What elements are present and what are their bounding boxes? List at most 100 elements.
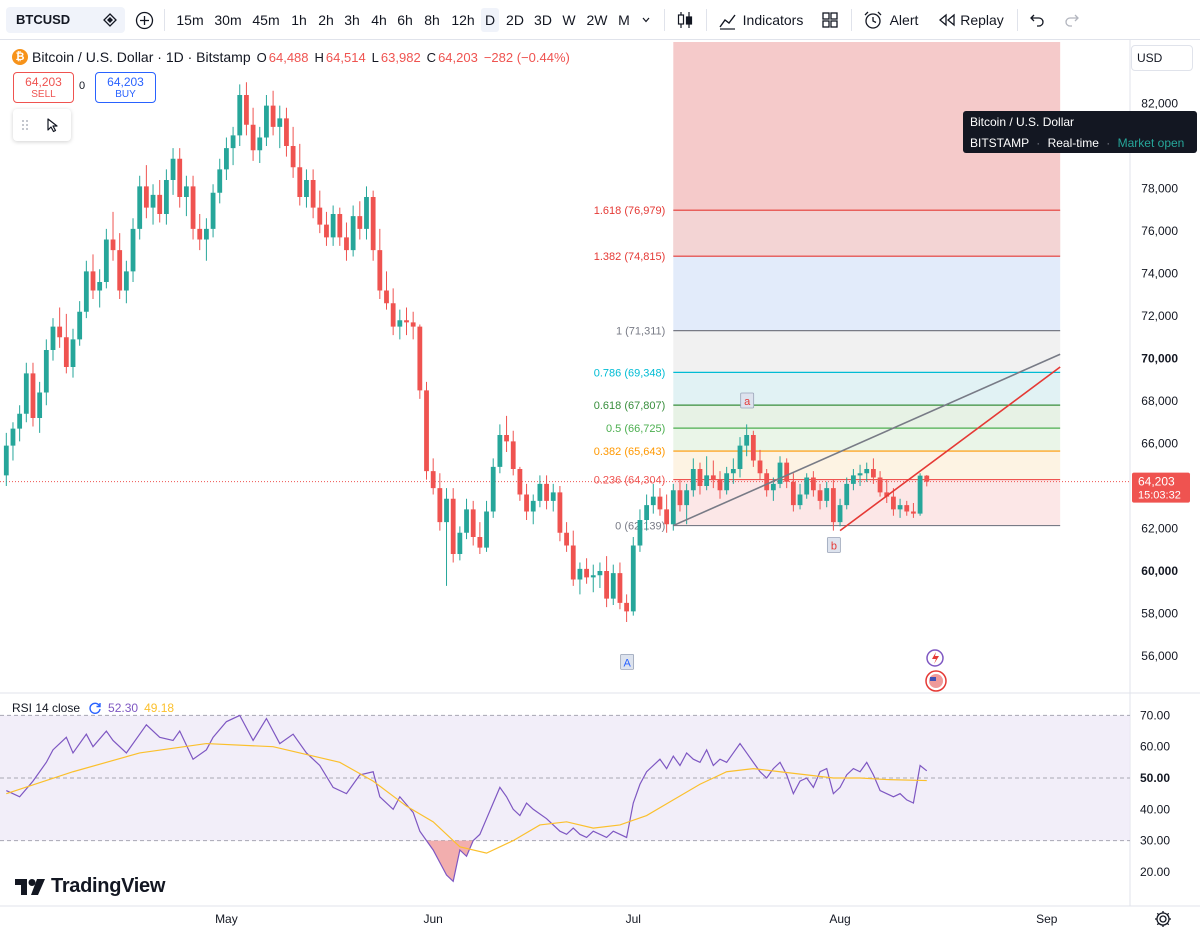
price-axis-label: 70,000	[1141, 352, 1178, 366]
price-axis-label: 66,000	[1141, 437, 1178, 451]
timeframe-8h[interactable]: 8h	[424, 12, 440, 28]
candle	[190, 186, 196, 229]
time-axis-label: Sep	[1036, 912, 1058, 926]
buy-button[interactable]: 64,203 BUY	[95, 72, 156, 103]
timeframe-3d[interactable]: 3D	[534, 12, 552, 28]
compare-diamond-icon[interactable]	[102, 12, 118, 28]
candle	[657, 496, 663, 510]
replay-button[interactable]: Replay	[960, 12, 1004, 28]
candle	[204, 228, 209, 240]
candle	[170, 158, 176, 180]
fib-zone	[673, 256, 1061, 331]
candle	[510, 441, 516, 469]
candle	[337, 214, 343, 238]
chevron-down-icon[interactable]	[641, 15, 651, 25]
buy-price: 64,203	[107, 75, 144, 89]
candle	[110, 239, 116, 251]
high-label: H	[314, 49, 324, 65]
candle	[83, 271, 89, 312]
timeframe-2h[interactable]: 2h	[318, 12, 334, 28]
candle	[237, 95, 243, 136]
candle	[130, 228, 136, 272]
candle	[730, 469, 736, 474]
timeframe-2d[interactable]: 2D	[506, 12, 524, 28]
rsi-axis-label: 20.00	[1140, 865, 1170, 879]
tradingview-logo[interactable]: TradingView	[15, 875, 165, 898]
time-axis-label: Jul	[626, 912, 641, 926]
undo-icon[interactable]	[1029, 12, 1045, 28]
indicators-button[interactable]: Indicators	[742, 12, 804, 28]
candle	[564, 532, 569, 546]
timeframe-w[interactable]: W	[562, 12, 576, 28]
rsi-value: 52.30	[108, 701, 139, 715]
low-value: 63,982	[380, 49, 421, 65]
candle	[630, 545, 636, 612]
candle	[570, 545, 576, 580]
refresh-icon[interactable]	[88, 701, 102, 715]
alert-clock-icon[interactable]	[863, 10, 883, 30]
candle	[490, 466, 496, 512]
currency-selector[interactable]: USD	[1131, 45, 1193, 71]
candle	[877, 477, 883, 493]
candle	[524, 494, 529, 512]
sell-label: SELL	[31, 89, 56, 100]
layout-grid-icon[interactable]	[821, 11, 839, 29]
close-value: 64,203	[438, 49, 478, 65]
timeframe-12h[interactable]: 12h	[451, 12, 475, 28]
us-flag-event-icon	[925, 670, 947, 692]
timeframe-1h[interactable]: 1h	[291, 12, 307, 28]
sell-button[interactable]: 64,203 SELL	[13, 72, 74, 103]
fib-zone	[673, 210, 1061, 257]
timeframe-6h[interactable]: 6h	[397, 12, 413, 28]
wave-label-box	[740, 392, 755, 409]
fib-zone	[673, 372, 1061, 406]
candle	[297, 167, 303, 197]
candle	[744, 435, 750, 446]
timeframe-d[interactable]: D	[481, 8, 499, 32]
rsi-axis-label: 50.00	[1140, 771, 1170, 785]
indicators-icon[interactable]	[718, 11, 737, 30]
candle	[644, 505, 650, 520]
sell-price: 64,203	[25, 75, 62, 89]
timeframe-m[interactable]: M	[618, 12, 630, 28]
candle	[871, 469, 876, 478]
timeframe-45m[interactable]: 45m	[252, 12, 280, 28]
candle	[470, 509, 476, 537]
candle	[290, 146, 296, 168]
candle	[137, 186, 143, 229]
fib-zone	[673, 405, 1061, 429]
candle	[430, 471, 436, 489]
candle	[70, 339, 76, 367]
top-toolbar: BTCUSD 15m 30m 45m 1h 2h 3h 4h 6h 8h 12h D 2D 3D W 2W M…	[0, 0, 1200, 40]
timeframe-15m[interactable]: 15m	[176, 12, 204, 28]
candle	[357, 216, 363, 229]
candle	[444, 498, 449, 523]
candles-chart-type-icon[interactable]	[675, 10, 695, 30]
candle	[830, 488, 836, 523]
candle	[477, 537, 483, 548]
candle	[63, 337, 69, 367]
timeframe-4h[interactable]: 4h	[371, 12, 387, 28]
redo-icon[interactable]	[1064, 12, 1080, 28]
candle	[103, 239, 109, 282]
candle	[897, 505, 903, 510]
timeframe-2w[interactable]: 2W	[586, 12, 608, 28]
wave-label: a	[744, 396, 751, 408]
add-symbol-icon[interactable]	[135, 11, 154, 30]
candle	[817, 490, 823, 501]
candle	[3, 445, 9, 476]
alert-button[interactable]: Alert	[889, 12, 919, 28]
cursor-arrow-icon[interactable]	[45, 117, 61, 133]
timeframe-30m[interactable]: 30m	[214, 12, 242, 28]
candle	[317, 207, 323, 225]
open-label: O	[256, 49, 267, 65]
symbol-search-button[interactable]: BTCUSD	[6, 7, 125, 33]
chart-canvas[interactable]: 1.618 (76,979) 1.382 (74,815) 1 (71,311) 0.…	[0, 40, 1200, 938]
gear-icon[interactable]	[1152, 908, 1174, 930]
replay-rewind-icon[interactable]	[938, 12, 956, 28]
tradingview-logo-icon	[15, 878, 45, 895]
wave-label: A	[623, 657, 631, 669]
candle	[764, 473, 770, 491]
timeframe-3h[interactable]: 3h	[344, 12, 360, 28]
drag-handle-icon[interactable]	[21, 119, 29, 131]
